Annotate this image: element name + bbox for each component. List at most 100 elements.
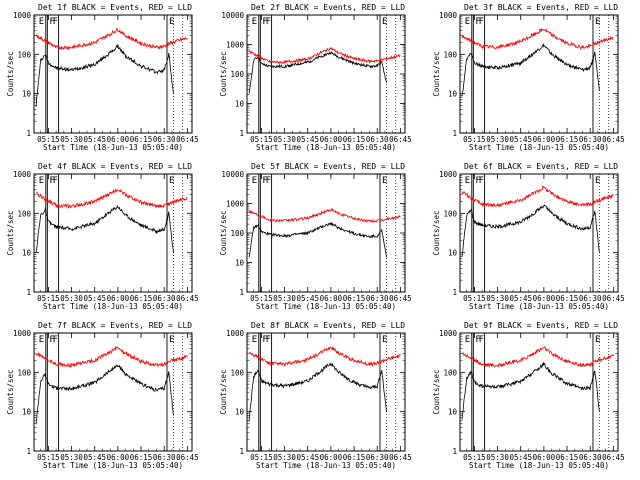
x-tick-label: 06:45 <box>389 294 412 303</box>
y-tick-label: 1000 <box>439 11 458 20</box>
x-tick-label: 06:00 <box>107 294 130 303</box>
x-tick-label: 05:45 <box>509 294 532 303</box>
lld-series-line <box>248 346 401 367</box>
lld-series-line <box>35 188 188 209</box>
x-tick-label: 05:15 <box>463 294 486 303</box>
x-tick-label: 06:30 <box>579 453 602 462</box>
y-tick-label: 1000 <box>13 329 32 338</box>
state-marker-label: F <box>49 335 54 345</box>
x-tick-label: 05:45 <box>83 135 106 144</box>
events-series-line <box>35 204 174 253</box>
state-marker-label: E <box>39 176 44 186</box>
plot-frame <box>246 332 406 452</box>
x-tick-label: 06:45 <box>176 135 199 144</box>
x-tick-label: 06:15 <box>556 135 579 144</box>
y-tick-label: 100 <box>443 50 457 59</box>
chart-title: Det 6f BLACK = Events, RED = LLD <box>464 162 618 171</box>
plot-frame <box>33 14 193 134</box>
y-tick-label: 1000 <box>226 200 245 209</box>
state-marker-label: E <box>39 17 44 27</box>
x-tick-label: 05:15 <box>37 294 60 303</box>
chart-title: Det 7f BLACK = Events, RED = LLD <box>38 321 192 330</box>
state-marker-label: E <box>382 335 387 345</box>
y-axis-label: Counts/sec <box>432 369 441 414</box>
state-marker-label: F <box>266 176 271 186</box>
y-tick-label: 10 <box>448 90 458 99</box>
x-tick-label: 05:15 <box>463 135 486 144</box>
x-tick-label: 06:00 <box>320 294 343 303</box>
y-tick-label: 1 <box>26 129 31 138</box>
x-axis-label: Start Time (18-Jun-13 05:05:40) <box>43 143 183 152</box>
y-tick-label: 100 <box>443 368 457 377</box>
y-tick-label: 10 <box>22 90 32 99</box>
state-marker-label: E <box>252 176 257 186</box>
y-tick-label: 100 <box>443 209 457 218</box>
chart-panel: Det 5f BLACK = Events, RED = LLD 1 10 100 10… <box>219 162 412 311</box>
x-tick-label: 06:30 <box>153 135 176 144</box>
chart-panel: Det 7f BLACK = Events, RED = LLD 1 10 100 10… <box>6 321 199 470</box>
x-axis-label: Start Time (18-Jun-13 05:05:40) <box>256 461 396 470</box>
x-tick-label: 05:30 <box>60 453 83 462</box>
y-tick-label: 1 <box>239 129 244 138</box>
y-tick-label: 100 <box>17 368 31 377</box>
y-tick-label: 1 <box>452 288 457 297</box>
y-tick-label: 1000 <box>226 41 245 50</box>
x-tick-label: 06:30 <box>579 294 602 303</box>
x-axis-label: Start Time (18-Jun-13 05:05:40) <box>256 302 396 311</box>
x-tick-label: 05:45 <box>509 135 532 144</box>
events-series-line <box>248 222 387 258</box>
events-series-line <box>248 362 387 422</box>
chart-title: Det 9f BLACK = Events, RED = LLD <box>464 321 618 330</box>
x-axis-label: Start Time (18-Jun-13 05:05:40) <box>469 143 609 152</box>
plot-frame <box>459 332 619 452</box>
x-axis-label: Start Time (18-Jun-13 05:05:40) <box>43 302 183 311</box>
y-tick-label: 10 <box>22 408 32 417</box>
y-tick-label: 10000 <box>221 170 244 179</box>
lld-series-line <box>35 345 188 369</box>
x-tick-label: 06:30 <box>366 453 389 462</box>
x-tick-label: 05:30 <box>273 135 296 144</box>
y-tick-label: 1000 <box>13 170 32 179</box>
state-marker-label: F <box>475 17 480 27</box>
y-tick-label: 10 <box>235 259 245 268</box>
state-marker-label: E <box>39 335 44 345</box>
state-marker-label: E <box>382 176 387 186</box>
y-tick-label: 1 <box>452 129 457 138</box>
state-marker-label: F <box>53 176 58 186</box>
lld-series-line <box>461 185 614 208</box>
y-axis-label: Counts/sec <box>432 51 441 96</box>
chart-panel: Det 2f BLACK = Events, RED = LLD 1 10 100 10… <box>219 3 412 152</box>
y-tick-label: 10000 <box>221 11 244 20</box>
y-tick-label: 10 <box>235 408 245 417</box>
x-tick-label: 05:15 <box>250 294 273 303</box>
state-marker-label: F <box>262 17 267 27</box>
x-tick-label: 06:00 <box>533 453 556 462</box>
x-axis-label: Start Time (18-Jun-13 05:05:40) <box>469 302 609 311</box>
plot-frame <box>33 332 193 452</box>
x-tick-label: 06:30 <box>153 453 176 462</box>
chart-title: Det 5f BLACK = Events, RED = LLD <box>251 162 405 171</box>
x-tick-label: 06:00 <box>320 135 343 144</box>
x-tick-label: 06:15 <box>343 135 366 144</box>
x-tick-label: 06:00 <box>320 453 343 462</box>
y-tick-label: 1 <box>239 288 244 297</box>
y-tick-label: 100 <box>230 70 244 79</box>
x-tick-label: 06:15 <box>343 453 366 462</box>
chart-panel: Det 4f BLACK = Events, RED = LLD 1 10 100 10… <box>6 162 199 311</box>
y-axis-label: Counts/sec <box>6 51 15 96</box>
state-marker-label: E <box>595 176 600 186</box>
state-marker-label: F <box>262 176 267 186</box>
x-tick-label: 05:15 <box>37 135 60 144</box>
x-tick-label: 05:45 <box>296 453 319 462</box>
y-tick-label: 1 <box>26 447 31 456</box>
x-tick-label: 05:45 <box>296 135 319 144</box>
plot-frame <box>459 14 619 134</box>
chart-title: Det 8f BLACK = Events, RED = LLD <box>251 321 405 330</box>
state-marker-label: F <box>475 335 480 345</box>
y-tick-label: 1000 <box>439 329 458 338</box>
y-tick-label: 1 <box>452 447 457 456</box>
events-series-line <box>461 361 600 420</box>
x-tick-label: 05:45 <box>83 294 106 303</box>
state-marker-label: F <box>49 17 54 27</box>
x-tick-label: 05:15 <box>463 453 486 462</box>
